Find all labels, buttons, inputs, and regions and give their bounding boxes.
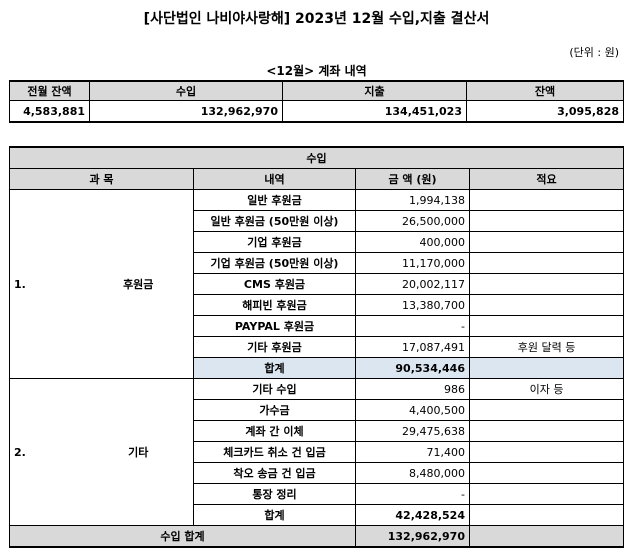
summary-income: 132,962,970 (89, 100, 283, 122)
row-amount: 11,170,000 (355, 252, 470, 274)
row-amount: 17,087,491 (355, 336, 470, 358)
table-row: 2. 기타 기타 수입 986 이자 등 (9, 378, 625, 526)
row-amount: - (355, 315, 470, 337)
row-amount: 1,994,138 (355, 189, 470, 211)
section-number: 2. (9, 378, 84, 526)
col-header-amount: 금 액 (원) (355, 168, 470, 190)
row-amount: 71,400 (355, 441, 470, 463)
subtotal-amount: 90,534,446 (355, 357, 470, 379)
income-table: 수입 과 목 내역 금 액 (원) 적요 1. 후원금 일반 후원금 1,994… (8, 146, 625, 548)
table-row: 해피빈 후원금 13,380,700 (10, 294, 625, 316)
grand-total-amount: 132,962,970 (355, 525, 470, 548)
row-item: 기업 후원금 (50만원 이상) (193, 252, 356, 274)
row-amount: 400,000 (355, 231, 470, 253)
row-note (468, 483, 625, 505)
page-title: [사단법인 나비야사랑해] 2023년 12월 수입,지출 결산서 (143, 11, 490, 27)
row-item: 기타 후원금 (193, 336, 356, 358)
row-note: 이자 등 (468, 378, 625, 400)
row-item: 해피빈 후원금 (193, 294, 356, 316)
row-item: 계좌 간 이체 (193, 420, 356, 442)
table-row: 1. 후원금 일반 후원금 1,994,138 (9, 189, 625, 379)
summary-expense: 134,451,023 (282, 100, 467, 122)
row-amount: 20,002,117 (355, 273, 470, 295)
summary-header-income: 수입 (89, 81, 283, 101)
row-amount: 4,400,500 (355, 399, 470, 421)
section-number: 1. (9, 189, 84, 379)
summary-header-expense: 지출 (282, 81, 467, 101)
subtotal-label: 합계 (193, 357, 356, 379)
grand-total-note (468, 525, 625, 548)
grand-total-row: 수입 합계 132,962,970 (9, 525, 625, 548)
subtotal-amount: 42,428,524 (355, 504, 470, 526)
table-row: 계좌 간 이체 29,475,638 (10, 420, 625, 442)
col-header-category: 과 목 (9, 168, 194, 190)
row-note (468, 462, 625, 484)
row-amount: 26,500,000 (355, 210, 470, 232)
summary-header-prev-balance: 전월 잔액 (9, 81, 90, 101)
table-row: 착오 송금 건 입금 8,480,000 (10, 462, 625, 484)
table-row: 기업 후원금 400,000 (10, 231, 625, 253)
row-amount: 29,475,638 (355, 420, 470, 442)
row-note (468, 294, 625, 316)
subtotal-label: 합계 (193, 504, 356, 526)
row-item: CMS 후원금 (193, 273, 356, 295)
row-item: 체크카드 취소 건 입금 (193, 441, 356, 463)
table-row: 체크카드 취소 건 입금 71,400 (10, 441, 625, 463)
row-item: 착오 송금 건 입금 (193, 462, 356, 484)
income-table-title: 수입 (8, 146, 625, 169)
col-header-detail: 내역 (193, 168, 356, 190)
row-item: 일반 후원금 (50만원 이상) (193, 210, 356, 232)
summary-prev-balance: 4,583,881 (9, 100, 90, 122)
summary-header-balance: 잔액 (466, 81, 624, 101)
account-subtitle: <12월> 계좌 내역 (266, 64, 367, 78)
row-note (468, 210, 625, 232)
row-note (468, 420, 625, 442)
row-note: 후원 달력 등 (468, 336, 625, 358)
row-item: 기타 수입 (193, 378, 356, 400)
row-note (468, 231, 625, 253)
table-row: 기타 후원금 17,087,491 후원 달력 등 (10, 336, 625, 358)
row-note (468, 399, 625, 421)
row-item: 일반 후원금 (193, 189, 356, 211)
table-row: 통장 정리 - (10, 483, 625, 505)
subtotal-note (468, 357, 625, 379)
table-row: PAYPAL 후원금 - (10, 315, 625, 337)
subtotal-row: 합계 90,534,446 (10, 357, 625, 379)
row-note (468, 189, 625, 211)
unit-label: (단위 : 원) (569, 46, 619, 59)
row-item: 통장 정리 (193, 483, 356, 505)
row-amount: 13,380,700 (355, 294, 470, 316)
summary-balance: 3,095,828 (466, 100, 624, 122)
row-amount: 986 (355, 378, 470, 400)
row-item: PAYPAL 후원금 (193, 315, 356, 337)
row-note (468, 441, 625, 463)
row-note (468, 315, 625, 337)
section-name: 후원금 (83, 189, 194, 379)
row-item: 가수금 (193, 399, 356, 421)
row-amount: - (355, 483, 470, 505)
section-name: 기타 (83, 378, 194, 526)
row-note (468, 273, 625, 295)
subtotal-row: 합계 42,428,524 (10, 504, 625, 526)
grand-total-label: 수입 합계 (9, 525, 356, 548)
col-header-note: 적요 (468, 168, 625, 190)
row-note (468, 252, 625, 274)
summary-table: 전월 잔액 수입 지출 잔액 4,583,881 132,962,970 134… (9, 80, 624, 123)
row-amount: 8,480,000 (355, 462, 470, 484)
row-item: 기업 후원금 (193, 231, 356, 253)
subtotal-note (468, 504, 625, 526)
